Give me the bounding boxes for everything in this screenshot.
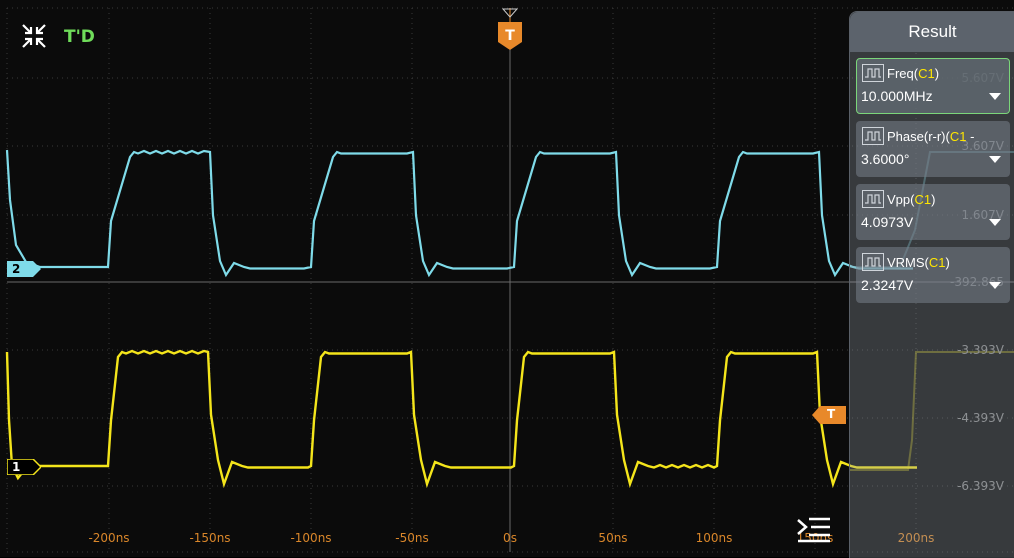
measurement-name: Freq(C1): [887, 66, 939, 81]
measurement-name: Vpp(C1): [887, 192, 935, 207]
time-axis-label: 0s: [503, 531, 517, 545]
measurement-suffix: ): [931, 192, 936, 207]
phase-icon: [862, 127, 884, 145]
time-axis-label: -50ns: [395, 531, 429, 545]
measurement-type: Freq(: [887, 66, 919, 81]
result-panel-title: Result: [850, 12, 1014, 52]
measurement-type: Phase(r-r)(: [887, 129, 950, 144]
measurement-value: 4.0973V: [861, 214, 914, 230]
trigger-delay-badge: T'D: [64, 27, 95, 47]
channel-2-marker-label: 2: [12, 262, 21, 276]
time-axis-label: -200ns: [88, 531, 130, 545]
time-axis-label: 50ns: [598, 531, 628, 545]
measurement-item[interactable]: Freq(C1) 10.000MHz: [856, 58, 1010, 114]
trigger-top-label: T: [505, 28, 515, 44]
menu-icon[interactable]: [794, 514, 834, 544]
result-panel: Result Freq(C1) 10.000MHz Phase(r-r)(C1 -3…: [849, 11, 1014, 558]
measurement-suffix: ): [945, 255, 950, 270]
measurement-item[interactable]: Phase(r-r)(C1 - 3.6000°: [856, 121, 1010, 177]
channel-1-offset-marker[interactable]: 1: [7, 459, 41, 475]
measurement-source: C1: [914, 192, 932, 207]
trigger-position-marker[interactable]: T: [498, 8, 522, 50]
measurement-item[interactable]: VRMS(C1) 2.3247V: [856, 247, 1010, 303]
dropdown-arrow-icon[interactable]: [989, 156, 1001, 163]
measurement-value: 3.6000°: [861, 151, 910, 167]
fullscreen-toggle-icon[interactable]: [20, 22, 48, 50]
trigger-level-marker[interactable]: T: [812, 406, 847, 424]
channel-1-trace-faded: [850, 351, 1014, 471]
voltage-axis-label: -3.393V: [957, 343, 1004, 357]
measurement-name: VRMS(C1): [887, 255, 950, 270]
time-axis-label: -150ns: [189, 531, 231, 545]
measurement-suffix: -: [966, 129, 975, 144]
freq-icon: [862, 64, 884, 82]
voltage-axis-label: -4.393V: [957, 411, 1004, 425]
measurement-name: Phase(r-r)(C1 -: [887, 129, 974, 144]
measurement-source: C1: [918, 66, 935, 81]
measurement-type: Vpp(: [887, 192, 915, 207]
measurement-suffix: ): [934, 66, 940, 81]
trigger-level-label: T: [827, 407, 836, 421]
time-axis-label: -100ns: [290, 531, 332, 545]
time-axis-label: 100ns: [695, 531, 733, 545]
vrms-icon: [862, 253, 884, 271]
channel-1-marker-label: 1: [12, 460, 21, 474]
measurement-item[interactable]: Vpp(C1) 4.0973V: [856, 184, 1010, 240]
time-axis-label: 200ns: [897, 531, 935, 545]
dropdown-arrow-icon[interactable]: [989, 219, 1001, 226]
channel-1-trace: [5, 349, 917, 489]
measurement-source: C1: [928, 255, 946, 270]
dropdown-arrow-icon[interactable]: [989, 282, 1001, 289]
measurement-source: C1: [949, 129, 967, 144]
vpp-icon: [862, 190, 884, 208]
measurement-type: VRMS(: [887, 255, 929, 270]
measurement-value: 10.000MHz: [861, 88, 933, 104]
channel-2-trace: [5, 149, 913, 278]
dropdown-arrow-icon[interactable]: [989, 93, 1001, 100]
measurement-value: 2.3247V: [861, 277, 914, 293]
voltage-axis-label: -6.393V: [957, 479, 1004, 493]
channel-2-offset-marker[interactable]: 2: [7, 261, 41, 277]
channel-1-waveform: [5, 349, 1014, 489]
